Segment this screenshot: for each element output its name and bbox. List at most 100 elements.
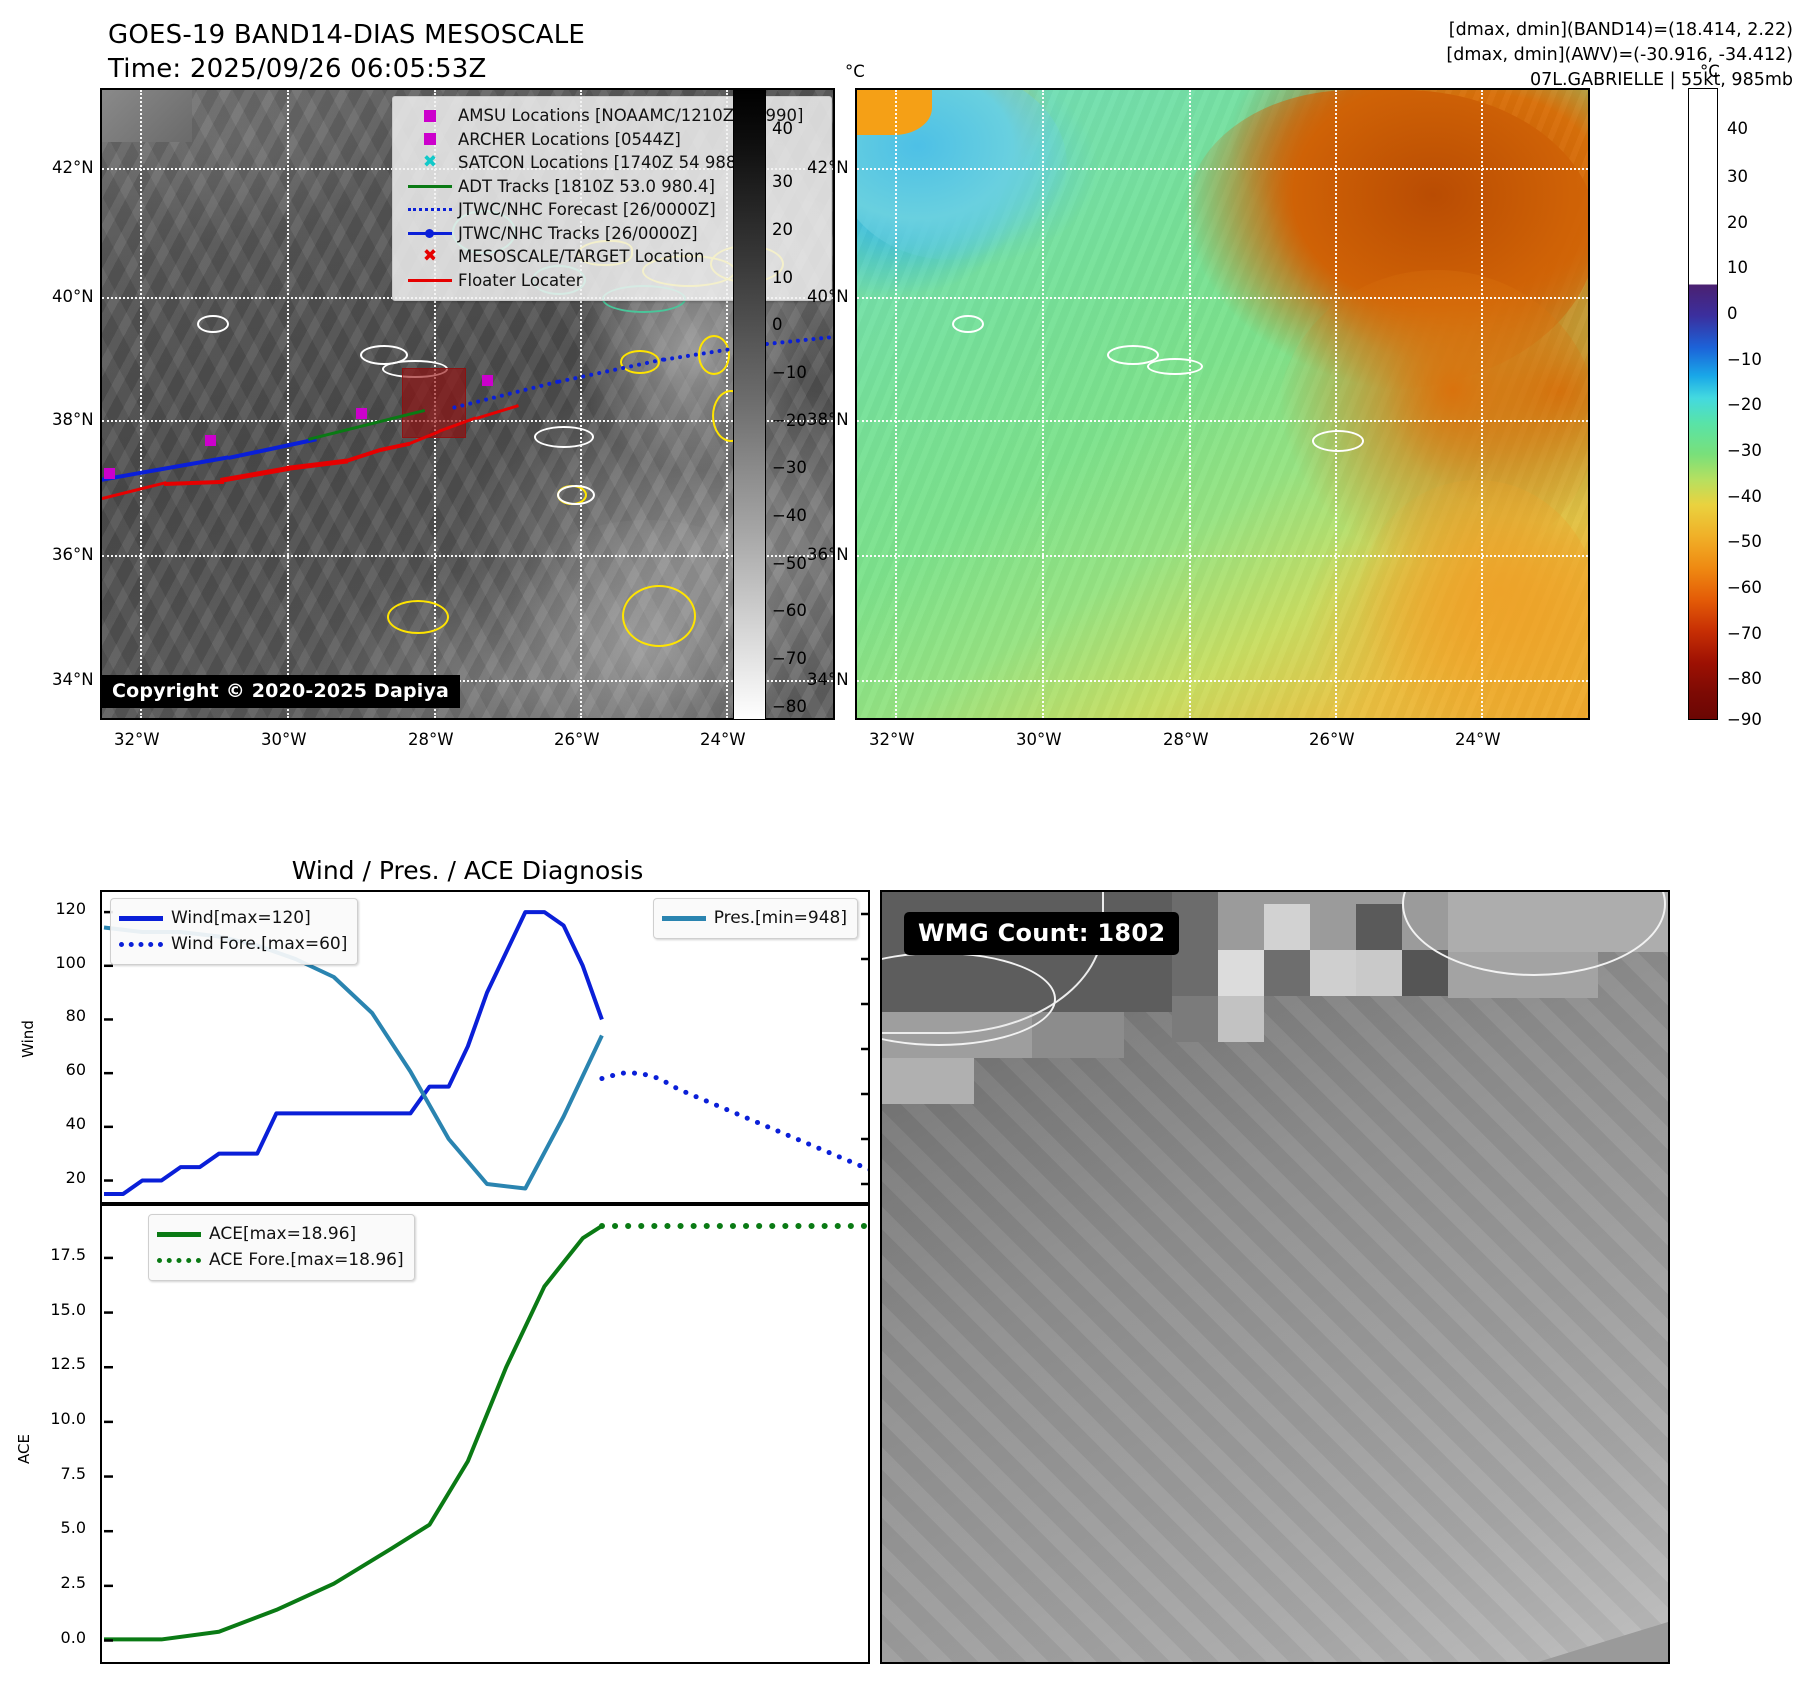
awv-lat-tick: 34°N: [807, 670, 849, 689]
legend-item-floater-locater[interactable]: Floater Locater: [402, 269, 823, 293]
ir-lat-tick: 34°N: [52, 670, 94, 689]
legend-item-pressure[interactable]: Pres.[min=948]: [661, 905, 847, 931]
ir-colorbar-tick: −60: [772, 601, 807, 620]
white-contour: [952, 315, 984, 333]
graticule-lat-42: [857, 168, 1588, 170]
ir-colorbar-tick: −30: [772, 458, 807, 477]
page-title: GOES-19 BAND14-DIAS MESOSCALE Time: 2025…: [108, 18, 585, 87]
ir-colorbar-tick: 40: [772, 119, 793, 138]
wmg-cell: [1356, 904, 1402, 950]
ir-lat-tick: 36°N: [52, 545, 94, 564]
white-contour: [360, 345, 408, 365]
awv-lon-tick: 26°W: [1309, 730, 1355, 749]
legend-label: Pres.[min=948]: [713, 908, 847, 928]
ir-colorbar[interactable]: [733, 88, 766, 720]
ir-satellite-panel[interactable]: Copyright © 2020-2025 Dapiya AMSU Locati…: [100, 88, 835, 720]
awv-colorbar-tick: −80: [1727, 669, 1762, 688]
ir-lon-tick: 30°W: [261, 730, 307, 749]
awv-colorbar-tick: 10: [1727, 258, 1748, 277]
awv-convective-mass: [1357, 480, 1588, 718]
awv-colorbar-tick: −40: [1727, 487, 1762, 506]
wind-ytick: 60: [65, 1060, 86, 1080]
wind-ytick: 20: [65, 1167, 86, 1187]
awv-colorbar[interactable]: [1688, 88, 1718, 720]
wmg-count-panel[interactable]: WMG Count: 1802: [880, 890, 1670, 1664]
ir-corner-shade: [102, 90, 192, 142]
wmg-cell: [882, 1058, 974, 1104]
legend-label: ACE Fore.[max=18.96]: [209, 1250, 404, 1270]
wind-legend: Wind[max=120] Wind Fore.[max=60]: [110, 898, 359, 965]
awv-colorbar-unit: °C: [1700, 62, 1720, 81]
awv-colorbar-tick: −70: [1727, 624, 1762, 643]
legend-label: SATCON Locations [1740Z 54 988]: [458, 153, 743, 173]
legend-item-mesoscale-target[interactable]: ✖ MESOSCALE/TARGET Location: [402, 245, 823, 269]
legend-label: AMSU Locations [NOAAMC/1210Z 44 990]: [458, 106, 804, 126]
mesoscale-target-box[interactable]: [402, 368, 466, 438]
wind-ytick: 120: [55, 899, 86, 919]
ir-map-legend: AMSU Locations [NOAAMC/1210Z 44 990] ARC…: [392, 96, 832, 301]
wmg-count-badge: WMG Count: 1802: [904, 912, 1180, 955]
ace-legend: ACE[max=18.96] ACE Fore.[max=18.96]: [148, 1214, 415, 1281]
ir-colorbar-tick: 20: [772, 220, 793, 239]
ace-ytick: 2.5: [60, 1572, 86, 1592]
ace-ytick: 10.0: [50, 1408, 86, 1428]
wind-ytick: 100: [55, 952, 86, 972]
ace-ytick: 12.5: [50, 1354, 86, 1374]
legend-item-jtwc-forecast[interactable]: JTWC/NHC Forecast [26/0000Z]: [402, 198, 823, 222]
legend-item-jtwc-tracks[interactable]: JTWC/NHC Tracks [26/0000Z]: [402, 222, 823, 246]
graticule-lon-30: [1042, 90, 1044, 718]
awv-corner-warm: [857, 90, 932, 135]
awv-satellite-panel[interactable]: [855, 88, 1590, 720]
blue-dotted-line-icon: [402, 208, 458, 212]
legend-item-adt-tracks[interactable]: ADT Tracks [1810Z 53.0 980.4]: [402, 175, 823, 199]
graticule-lat-40: [857, 297, 1588, 299]
awv-lat-tick: 38°N: [807, 410, 849, 429]
storm-summary: 07L.GABRIELLE | 55kt, 985mb: [1529, 69, 1793, 90]
wmg-cell: [1356, 950, 1402, 996]
ir-colorbar-tick: −80: [772, 697, 807, 716]
ir-colorbar-tick: −70: [772, 649, 807, 668]
graticule-lon-28: [1189, 90, 1191, 718]
legend-label: ADT Tracks [1810Z 53.0 980.4]: [458, 176, 715, 196]
amsu-location-marker[interactable]: [482, 375, 493, 386]
legend-label: ACE[max=18.96]: [209, 1224, 357, 1244]
graticule-lat-34: [857, 680, 1588, 682]
awv-lon-tick: 24°W: [1455, 730, 1501, 749]
wmg-cell: [1264, 904, 1310, 950]
pressure-legend: Pres.[min=948]: [652, 898, 858, 939]
wmg-cell: [1032, 1012, 1124, 1058]
blue-dotted-line-icon: [119, 941, 171, 947]
green-dotted-line-icon: [157, 1257, 209, 1263]
coastline-contour: [387, 600, 449, 634]
wind-ytick: 80: [65, 1006, 86, 1026]
legend-label: JTWC/NHC Tracks [26/0000Z]: [458, 223, 698, 243]
legend-item-wind-forecast[interactable]: Wind Fore.[max=60]: [119, 931, 347, 957]
wind-pressure-chart[interactable]: Wind[max=120] Wind Fore.[max=60] Pres.[m…: [100, 890, 870, 1204]
legend-item-archer[interactable]: ARCHER Locations [0544Z]: [402, 128, 823, 152]
legend-item-amsu[interactable]: AMSU Locations [NOAAMC/1210Z 44 990]: [402, 104, 823, 128]
ir-lat-tick: 40°N: [52, 287, 94, 306]
legend-item-ace[interactable]: ACE[max=18.96]: [157, 1221, 404, 1247]
legend-item-satcon[interactable]: ✖ SATCON Locations [1740Z 54 988]: [402, 151, 823, 175]
legend-item-wind[interactable]: Wind[max=120]: [119, 905, 347, 931]
awv-colorbar-tick: −10: [1727, 350, 1762, 369]
legend-item-ace-forecast[interactable]: ACE Fore.[max=18.96]: [157, 1247, 404, 1273]
coastline-contour: [698, 335, 730, 375]
legend-label: JTWC/NHC Forecast [26/0000Z]: [458, 200, 716, 220]
archer-location-marker[interactable]: [205, 435, 216, 446]
amsu-location-marker[interactable]: [104, 468, 115, 479]
awv-colorbar-tick: 40: [1727, 119, 1748, 138]
cyan-x-marker-icon: ✖: [422, 152, 438, 173]
ir-lon-tick: 26°W: [554, 730, 600, 749]
ir-lon-tick: 28°W: [408, 730, 454, 749]
ir-lat-tick: 42°N: [52, 158, 94, 177]
ir-colorbar-tick: 0: [772, 315, 783, 334]
awv-colorbar-tick: −30: [1727, 441, 1762, 460]
archer-location-marker[interactable]: [356, 408, 367, 419]
graticule-lat-34: [102, 680, 833, 682]
ace-chart[interactable]: ACE[max=18.96] ACE Fore.[max=18.96]: [100, 1204, 870, 1664]
magenta-square-marker-icon: [402, 109, 458, 122]
white-contour: [534, 426, 594, 448]
graticule-lon-26: [580, 90, 582, 718]
